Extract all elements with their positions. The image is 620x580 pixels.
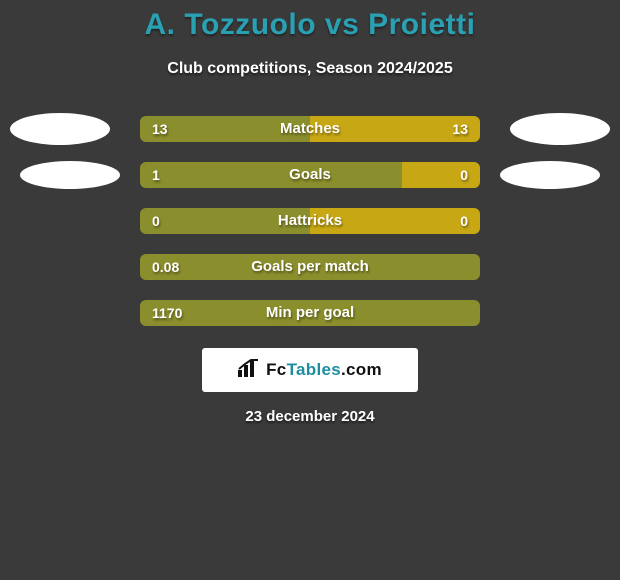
player-avatar-right (510, 113, 610, 145)
stat-bar-right-fill (310, 116, 480, 142)
page-subtitle: Club competitions, Season 2024/2025 (0, 60, 620, 78)
stat-row: Goals per match0.08 (0, 254, 620, 280)
stat-bar: Hattricks00 (140, 208, 480, 234)
stat-bar-right-fill (402, 162, 480, 188)
stat-bar-left-fill (140, 254, 480, 280)
comparison-infographic: A. Tozzuolo vs Proietti Club competition… (0, 0, 620, 580)
stat-bar-right-fill (310, 208, 480, 234)
stat-bar: Matches1313 (140, 116, 480, 142)
player-avatar-left (10, 113, 110, 145)
stat-row: Hattricks00 (0, 208, 620, 234)
stat-bar: Min per goal1170 (140, 300, 480, 326)
stat-bar-left-fill (140, 208, 310, 234)
player-avatar-right (500, 161, 600, 189)
player-avatar-left (20, 161, 120, 189)
logo-main: Tables (287, 360, 341, 379)
fctables-logo-card: FcTables.com (202, 348, 418, 392)
stat-bar-left-fill (140, 300, 480, 326)
stat-bar: Goals per match0.08 (140, 254, 480, 280)
footer-date: 23 december 2024 (0, 408, 620, 425)
stat-bar: Goals10 (140, 162, 480, 188)
stat-row: Goals10 (0, 162, 620, 188)
stat-row: Matches1313 (0, 116, 620, 142)
stat-rows: Matches1313 Goals10 Hattricks00 Goals per m… (0, 116, 620, 326)
page-title: A. Tozzuolo vs Proietti (0, 0, 620, 42)
logo-suffix: .com (341, 360, 382, 379)
logo-text: FcTables.com (266, 360, 382, 380)
stat-row: Min per goal1170 (0, 300, 620, 326)
logo-prefix: Fc (266, 360, 286, 379)
bars-icon (238, 359, 260, 382)
stat-bar-left-fill (140, 116, 310, 142)
stat-bar-left-fill (140, 162, 402, 188)
